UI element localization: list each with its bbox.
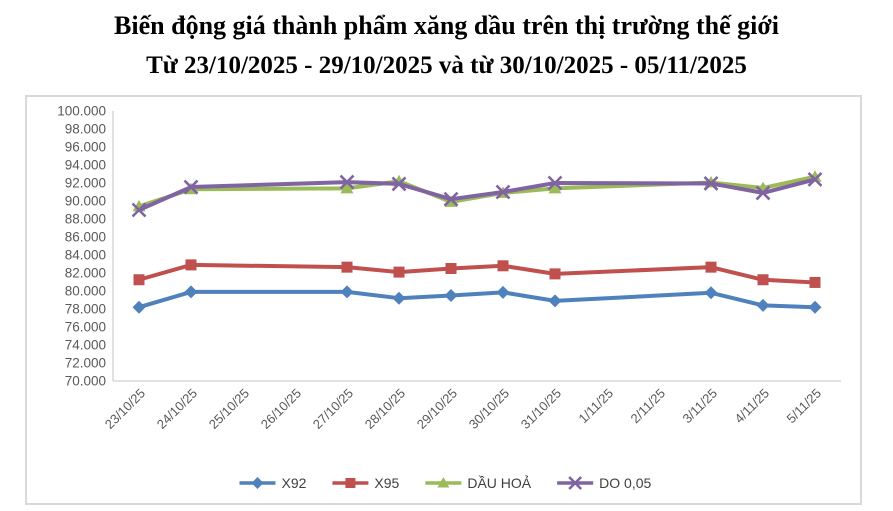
data-point-marker: [341, 261, 353, 273]
data-point-marker: [185, 259, 197, 271]
data-point-marker: [548, 181, 562, 194]
data-point-marker: [496, 285, 510, 299]
y-axis-tick-label: 98.000: [65, 122, 106, 137]
y-axis-tick-label: 74.000: [65, 338, 106, 353]
data-point-marker: [340, 285, 354, 299]
series-DO 0,05: [131, 171, 823, 218]
legend-item: X95: [332, 475, 400, 491]
data-point-marker: [807, 171, 823, 187]
y-axis-tick-label: 86.000: [65, 230, 106, 245]
chart-subtitle: Từ 23/10/2025 - 29/10/2025 và từ 30/10/2…: [146, 52, 747, 79]
series-line: [137, 289, 817, 310]
legend-label: DẦU HOẢ: [467, 475, 531, 491]
data-point-marker: [756, 298, 770, 312]
data-point-marker: [547, 175, 563, 191]
y-axis-tick-label: 76.000: [65, 320, 106, 335]
data-point-marker: [340, 181, 354, 194]
x-axis-tick-label: 30/10/25: [466, 386, 512, 432]
legend-label: DO 0,05: [599, 475, 651, 491]
data-point-marker: [704, 286, 718, 300]
y-axis-tick-label: 94.000: [65, 158, 106, 173]
data-point-marker: [497, 260, 509, 272]
y-axis-tick-label: 88.000: [65, 212, 106, 227]
legend-item: DO 0,05: [557, 475, 651, 491]
x-axis-tick-label: 27/10/25: [310, 386, 356, 432]
x-axis-tick-label: 5/11/25: [784, 386, 825, 427]
data-point-marker: [131, 202, 147, 218]
data-point-marker: [437, 477, 450, 488]
y-axis-tick-label: 96.000: [65, 140, 106, 155]
series-line: [137, 177, 817, 212]
x-axis-tick-label: 28/10/25: [362, 386, 408, 432]
data-point-marker: [443, 191, 459, 207]
legend-label: X92: [282, 475, 307, 491]
series-DẦU HOẢ: [132, 170, 822, 212]
data-point-marker: [808, 300, 822, 314]
y-axis-tick-label: 84.000: [65, 248, 106, 263]
data-point-marker: [809, 276, 821, 288]
x-axis-tick-label: 25/10/25: [206, 386, 252, 432]
data-point-marker: [183, 179, 199, 195]
data-point-marker: [568, 476, 583, 490]
data-point-marker: [345, 478, 356, 488]
chart-title: Biến động giá thành phẩm xăng dầu trên t…: [114, 11, 779, 40]
x-axis-tick-label: 26/10/25: [258, 386, 304, 432]
legend-item: DẦU HOẢ: [425, 475, 532, 491]
data-point-marker: [184, 285, 198, 299]
y-axis-tick-label: 92.000: [65, 176, 106, 191]
data-point-marker: [549, 268, 561, 280]
legend-label: X95: [374, 475, 399, 491]
y-axis-tick-label: 78.000: [65, 302, 106, 317]
x-axis-tick-label: 23/10/25: [102, 386, 148, 432]
series-line: [137, 262, 817, 285]
chart-area: 100.000 98.000 96.000 94.000 92.000 90.000 88.…: [25, 95, 862, 505]
data-point-marker: [548, 294, 562, 308]
data-point-marker: [755, 185, 771, 201]
x-axis-tick-label: 2/11/25: [628, 386, 669, 427]
data-point-marker: [339, 174, 355, 190]
legend-item: X92: [239, 475, 307, 491]
y-axis-tick-label: 80.000: [65, 284, 106, 299]
data-point-marker: [393, 266, 405, 278]
series-X95: [133, 259, 821, 288]
data-point-marker: [251, 477, 264, 489]
data-point-marker: [495, 184, 511, 200]
data-point-marker: [391, 176, 407, 192]
x-axis-tick-label: 29/10/25: [414, 386, 460, 432]
legend: X92 X95 DẦU HOẢ DO 0,05: [239, 475, 651, 491]
line-chart: 100.000 98.000 96.000 94.000 92.000 90.000 88.…: [57, 104, 841, 491]
data-point-marker: [392, 291, 406, 305]
y-axis-tick-label: 72.000: [65, 356, 106, 371]
data-point-marker: [705, 261, 717, 273]
data-point-marker: [703, 176, 719, 191]
x-axis-tick-label: 4/11/25: [732, 386, 773, 427]
x-axis-tick-label: 31/10/25: [518, 386, 564, 432]
data-point-marker: [757, 274, 769, 286]
y-axis-tick-label: 82.000: [65, 266, 106, 281]
data-point-marker: [445, 263, 457, 274]
y-axis-tick-label: 100.000: [57, 104, 106, 119]
data-point-marker: [444, 289, 458, 302]
x-axis-tick-label: 24/10/25: [154, 386, 200, 432]
data-point-marker: [133, 274, 145, 286]
data-point-marker: [132, 300, 146, 314]
y-axis-tick-label: 70.000: [65, 374, 106, 389]
y-axis-tick-label: 90.000: [65, 194, 106, 209]
series-X92: [132, 285, 822, 314]
x-axis-tick-label: 1/11/25: [576, 386, 617, 427]
x-axis-tick-label: 3/11/25: [680, 386, 721, 427]
